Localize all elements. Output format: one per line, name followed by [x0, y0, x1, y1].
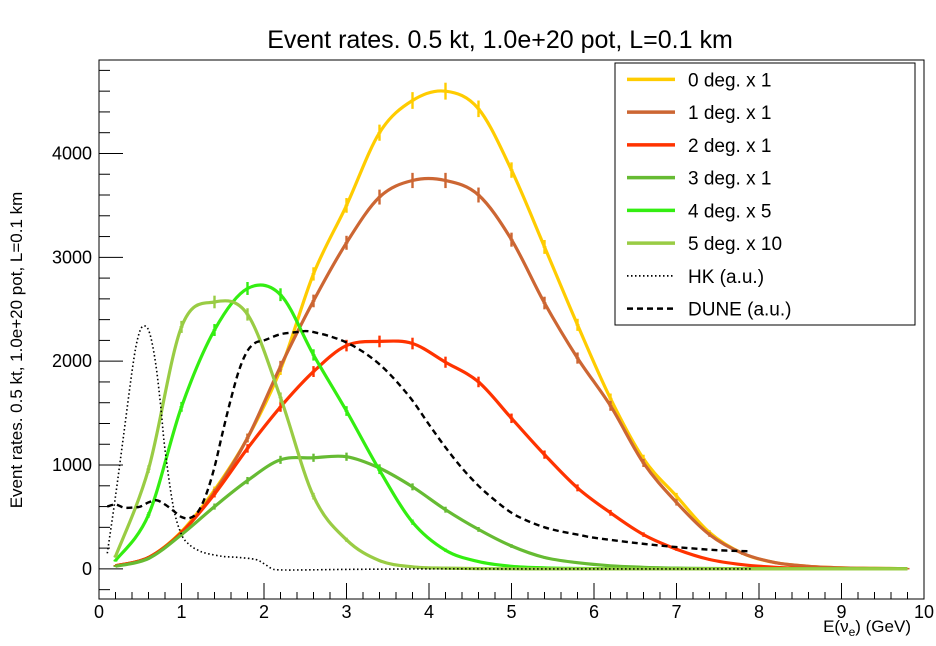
series-line-dune-a-u: [106, 329, 751, 553]
series-dune-a-u: [106, 329, 751, 553]
legend-label: 5 deg. x 10: [688, 234, 782, 255]
y-tick-label: 1000: [52, 455, 92, 475]
y-tick-label: 0: [82, 559, 92, 579]
legend-label: 1 deg. x 1: [688, 103, 771, 124]
legend-label: HK (a.u.): [688, 267, 764, 288]
x-tick-label: 6: [589, 602, 599, 622]
axes: 0 1 2 3 4 5 6 7 8 9 10 0 1000 2000 3000 4000: [52, 59, 934, 622]
series-line-hk-a-u: [106, 325, 751, 571]
x-tick-label: 9: [836, 602, 846, 622]
y-tick-label: 3000: [52, 247, 92, 267]
legend-entry-dune-a-u: DUNE (a.u.): [627, 300, 791, 321]
x-axis-label-subscript: e: [849, 625, 856, 639]
legend-entry-hk-a-u: HK (a.u.): [627, 267, 764, 288]
x-tick-label: 3: [341, 602, 351, 622]
x-axis-label-main: E(ν: [823, 617, 849, 636]
legend-entry-1-deg-x-1: 1 deg. x 1: [627, 103, 771, 124]
x-tick-label: 5: [506, 602, 516, 622]
legend-label: 4 deg. x 5: [688, 201, 771, 222]
x-axis-label-suffix: ) (GeV): [855, 617, 911, 636]
series-line-5-deg-x-10: [114, 299, 908, 571]
legend-label: 0 deg. x 1: [688, 70, 771, 91]
y-tick-label: 4000: [52, 143, 92, 163]
series-hk-a-u: [106, 325, 751, 571]
x-tick-label: 4: [424, 602, 434, 622]
legend-label: 2 deg. x 1: [688, 136, 771, 157]
x-tick-label: 7: [671, 602, 681, 622]
plot-area: [106, 82, 910, 571]
legend-box: [614, 62, 916, 326]
series-5-deg-x-10: [113, 295, 908, 571]
legend-entry-3-deg-x-1: 3 deg. x 1: [627, 169, 771, 190]
x-axis-label: E(νe) (GeV): [823, 617, 911, 639]
x-tick-label: 1: [176, 602, 186, 622]
y-axis-label: Event rates. 0.5 kt, 1.0e+20 pot, L=0.1 …: [7, 192, 26, 509]
legend-label: 3 deg. x 1: [688, 169, 771, 190]
legend: 0 deg. x 1 1 deg. x 1 2 deg. x 1 3 deg. x 1…: [614, 62, 916, 326]
chart-title: Event rates. 0.5 kt, 1.0e+20 pot, L=0.1 …: [267, 26, 733, 54]
x-tick-label: 2: [259, 602, 269, 622]
legend-entry-4-deg-x-5: 4 deg. x 5: [627, 201, 771, 222]
x-tick-label: 10: [914, 602, 934, 622]
legend-entry-0-deg-x-1: 0 deg. x 1: [627, 70, 771, 91]
legend-label: DUNE (a.u.): [688, 300, 791, 321]
x-tick-label: 8: [754, 602, 764, 622]
legend-entry-2-deg-x-1: 2 deg. x 1: [627, 136, 771, 157]
legend-entry-5-deg-x-10: 5 deg. x 10: [627, 234, 782, 255]
y-tick-label: 2000: [52, 351, 92, 371]
x-tick-label: 0: [94, 602, 104, 622]
